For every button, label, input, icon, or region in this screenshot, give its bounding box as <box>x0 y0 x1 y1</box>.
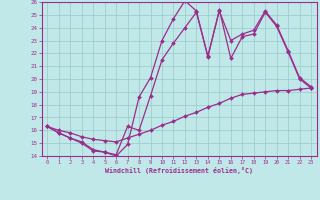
X-axis label: Windchill (Refroidissement éolien,°C): Windchill (Refroidissement éolien,°C) <box>105 167 253 174</box>
